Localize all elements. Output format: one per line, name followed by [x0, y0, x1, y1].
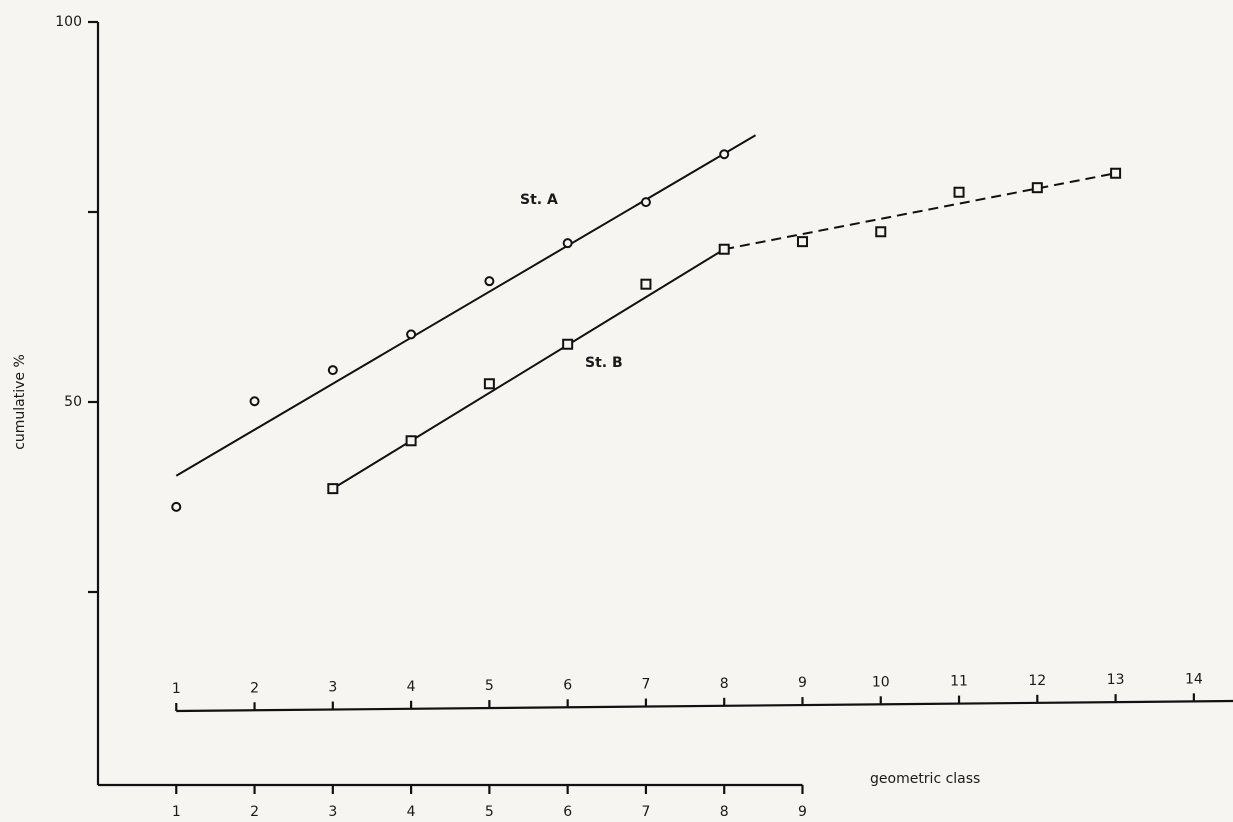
x-axis-top	[176, 699, 1233, 713]
x-top-tick-label: 1	[172, 681, 181, 697]
point	[327, 365, 338, 376]
point	[249, 396, 260, 407]
x-top-tick-label: 12	[1028, 673, 1046, 689]
x-tick-label: 3	[328, 804, 337, 820]
point	[718, 243, 730, 255]
x-tick-label: 2	[250, 804, 259, 820]
x-tick-label: 9	[798, 804, 807, 820]
y-axis-label: cumulative %	[12, 354, 28, 450]
fit-line-dashed	[724, 172, 1116, 251]
point	[1110, 167, 1122, 179]
point	[562, 338, 574, 350]
x-top-tick-label: 14	[1185, 671, 1203, 687]
x-tick-label: 6	[563, 804, 572, 820]
point	[405, 435, 417, 447]
x-top-tick-label: 6	[563, 677, 572, 693]
x-tick-label: 4	[407, 804, 416, 820]
point	[796, 236, 808, 248]
x-top-tick-label: 4	[407, 679, 416, 695]
point	[719, 149, 730, 160]
fit-line	[175, 134, 757, 477]
series-label: St. A	[520, 192, 558, 208]
point	[327, 483, 339, 495]
series-label: St. B	[585, 355, 623, 371]
point	[1031, 182, 1043, 194]
point	[406, 329, 417, 340]
x-top-tick-label: 5	[485, 678, 494, 694]
point	[484, 276, 495, 287]
x-top-tick-label: 13	[1107, 672, 1125, 688]
x-top-tick-label: 8	[720, 676, 729, 692]
x-top-tick-label: 11	[950, 674, 968, 690]
x-axis-label: geometric class	[870, 771, 980, 787]
point	[562, 238, 573, 249]
point	[640, 278, 652, 290]
x-top-tick-label: 9	[798, 675, 807, 691]
y-tick-label: 100	[55, 14, 82, 30]
x-tick-label: 5	[485, 804, 494, 820]
x-tick-label: 8	[720, 804, 729, 820]
point	[483, 378, 495, 390]
x-top-tick-label: 3	[328, 680, 337, 696]
fit-line	[332, 248, 725, 490]
point	[953, 186, 965, 198]
point	[640, 197, 651, 208]
y-tick-label: 50	[64, 394, 82, 410]
point	[171, 501, 182, 512]
x-top-tick-label: 7	[641, 677, 650, 693]
x-tick-label: 1	[172, 804, 181, 820]
x-top-tick-label: 2	[250, 680, 259, 696]
x-top-tick-label: 10	[872, 674, 890, 690]
x-tick-label: 7	[641, 804, 650, 820]
point	[875, 226, 887, 238]
